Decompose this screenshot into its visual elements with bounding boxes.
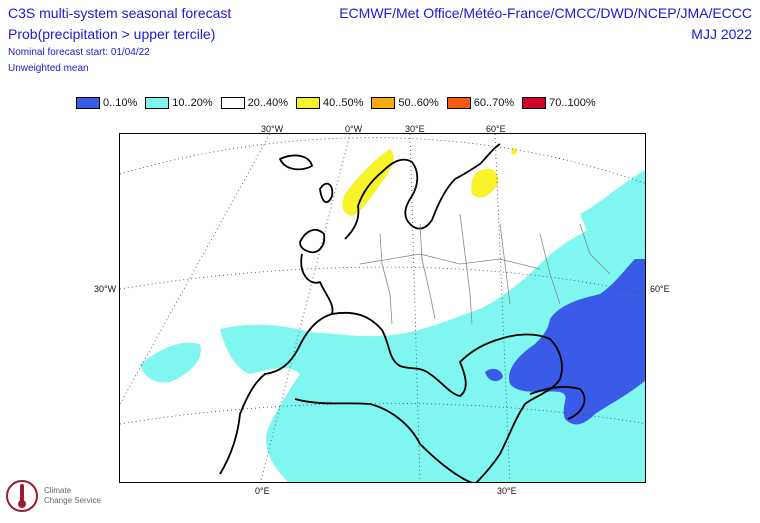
title-line1: C3S multi-system seasonal forecast (8, 5, 232, 21)
legend-swatch (522, 97, 547, 109)
legend-item: 10..20% (145, 96, 213, 110)
legend-swatch (371, 97, 396, 109)
legend-label: 20..40% (247, 97, 288, 109)
systems-label: ECMWF/Met Office/Météo-France/CMCC/DWD/N… (339, 5, 752, 21)
graticule (120, 134, 645, 482)
bottom-label-30e: 30°E (497, 486, 517, 496)
forecast-start: Nominal forecast start: 01/04/22 (8, 47, 150, 58)
top-label-60e: 60°E (486, 124, 506, 134)
legend-item: 50..60% (371, 96, 439, 110)
legend-swatch (145, 97, 170, 109)
blue-region (485, 259, 645, 425)
legend: 0..10% 10..20% 20..40% 40..50% 50..60% 60..70… (76, 96, 604, 110)
legend-label: 40..50% (323, 97, 364, 109)
bottom-label-0e: 0°E (255, 486, 270, 496)
legend-label: 70..100% (549, 97, 596, 109)
title-line2: Prob(precipitation > upper tercile) (8, 26, 216, 42)
top-label-30e: 30°E (405, 124, 425, 134)
c3s-logo: Climate Change Service (4, 476, 124, 518)
legend-item: 70..100% (522, 96, 596, 110)
right-label-60e: 60°E (650, 284, 670, 294)
yellow-region (342, 147, 517, 216)
legend-item: 0..10% (76, 96, 137, 110)
top-label-0w: 0°W (345, 124, 363, 134)
legend-swatch (296, 97, 320, 109)
legend-item: 40..50% (296, 96, 363, 110)
legend-label: 60..70% (473, 97, 515, 109)
weighting-label: Unweighted mean (8, 63, 89, 74)
thermometer-circle-icon (6, 480, 38, 512)
legend-label: 0..10% (103, 97, 138, 109)
season-label: MJJ 2022 (691, 26, 752, 42)
left-label-30w: 30°W (94, 284, 117, 294)
top-label-30w: 30°W (261, 124, 284, 134)
forecast-map (119, 133, 646, 483)
cyan-region (140, 170, 645, 482)
map-svg (120, 134, 645, 482)
logo-text-1: Climate (44, 486, 72, 495)
legend-swatch (220, 97, 245, 109)
legend-item: 60..70% (446, 96, 515, 110)
coastline (219, 143, 586, 482)
legend-swatch (76, 97, 100, 109)
legend-label: 10..20% (172, 97, 213, 109)
legend-swatch (446, 97, 471, 109)
legend-label: 50..60% (398, 97, 439, 109)
country-borders (359, 213, 611, 325)
legend-item: 20..40% (220, 96, 288, 110)
logo-text-2: Change Service (44, 496, 101, 505)
